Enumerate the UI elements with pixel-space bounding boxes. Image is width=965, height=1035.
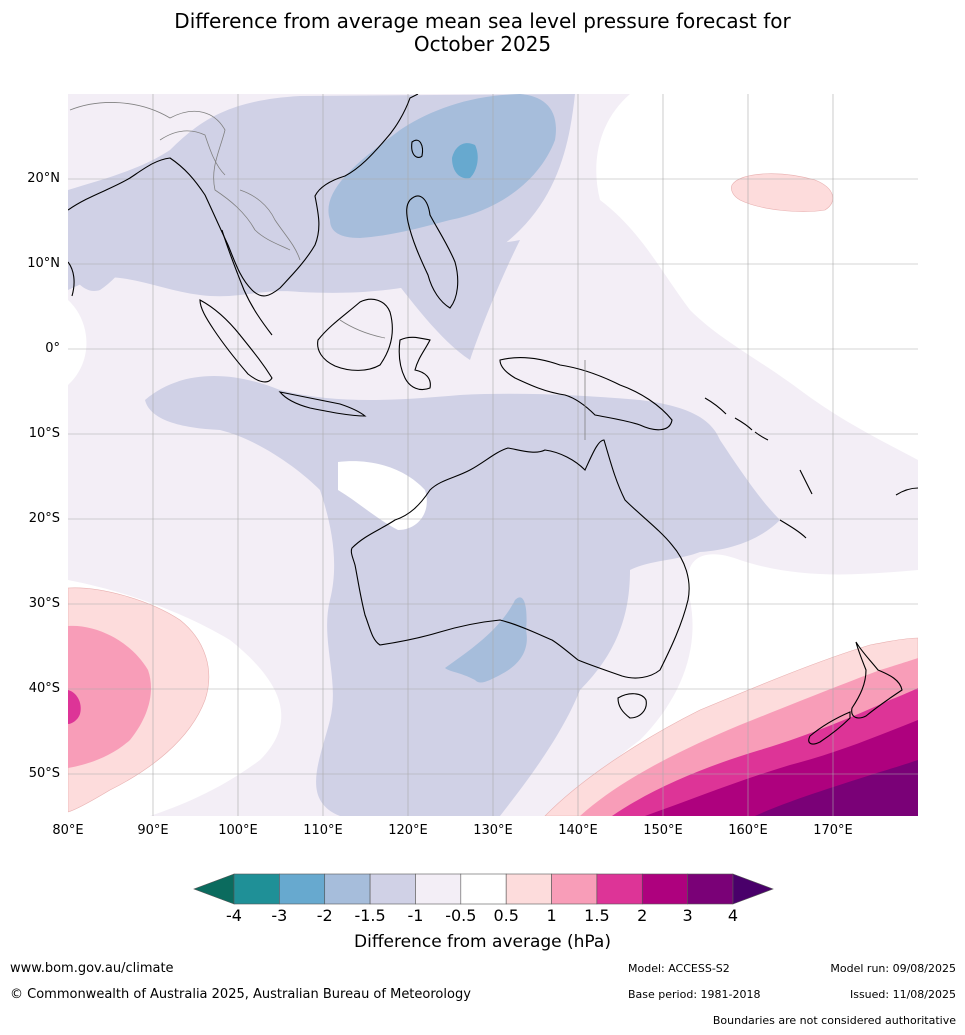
lon-label-100e: 100°E: [218, 823, 258, 838]
footer-copyright: © Commonwealth of Australia 2025, Austra…: [10, 987, 471, 1002]
colorbar-swatch: [687, 873, 734, 905]
anomaly-band-lavender-nw-aus-gap: [338, 461, 427, 530]
footer-model-run: Model run: 09/08/2025: [830, 962, 956, 975]
malay-peninsula-coastline: [221, 229, 273, 336]
lon-label-170e: 170°E: [813, 823, 853, 838]
tasmania-coastline: [617, 693, 647, 719]
colorbar-tick-label: -3: [271, 906, 288, 925]
colorbar-tick-label: 1: [546, 906, 557, 925]
colorbar-swatch: [641, 873, 688, 905]
footer-issued: Issued: 11/08/2025: [849, 988, 956, 1001]
anomaly-band-lavender-maritime: [145, 376, 780, 816]
new-guinea-coastline: [499, 356, 673, 431]
anomaly-band-pale-pink-pacific: [731, 173, 834, 212]
anomaly-band-white-west: [68, 300, 87, 385]
lon-label-90e: 90°E: [137, 823, 169, 838]
footer-disclaimer: Boundaries are not considered authoritat…: [712, 1014, 956, 1027]
anomaly-band-light-blue-pacific: [328, 94, 556, 238]
colorbar-tick-label: 4: [727, 906, 739, 925]
anomaly-band-pink-sw: [68, 625, 151, 768]
lat-label-20s: 20°S: [28, 511, 60, 526]
footer-url[interactable]: www.bom.gov.au/climate: [10, 961, 174, 976]
anomaly-band-lavender-west: [68, 190, 143, 291]
colorbar-swatch: [551, 873, 598, 905]
colorbar-tick-label: 2: [637, 906, 648, 925]
lat-label-40s: 40°S: [28, 681, 60, 696]
sumatra-coastline: [199, 299, 273, 383]
lon-label-160e: 160°E: [728, 823, 768, 838]
colorbar-tick-label: -4: [226, 906, 242, 925]
map-gridlines: [68, 94, 918, 816]
colorbar-swatch: [324, 873, 371, 905]
lat-label-20n: 20°N: [27, 171, 60, 186]
anomaly-band-white-east: [596, 94, 918, 460]
philippines-coastline: [406, 195, 459, 309]
country-borders: [69, 102, 586, 440]
title-line-2: October 2025: [413, 32, 552, 56]
colorbar-tick-label: -1: [407, 906, 424, 925]
colorbar-title: Difference from average (hPa): [354, 932, 611, 952]
lon-label-80e: 80°E: [52, 823, 84, 838]
coastlines: [68, 94, 918, 745]
sulawesi-coastline: [398, 336, 431, 391]
colorbar-swatch: [233, 873, 280, 905]
new-zealand-north-coastline: [851, 641, 903, 719]
lon-label-130e: 130°E: [473, 823, 513, 838]
borneo-coastline: [317, 298, 393, 371]
india-coastline: [68, 261, 75, 297]
colorbar-arrow-high: [732, 873, 774, 905]
new-zealand-south-coastline: [808, 711, 851, 745]
java-coastline: [278, 391, 367, 417]
anomaly-band-lavender-north-pacific: [380, 230, 520, 360]
colorbar-swatch: [505, 873, 552, 905]
colorbar-swatch: [279, 873, 326, 905]
lat-label-50s: 50°S: [28, 766, 60, 781]
colorbar-swatch: [596, 873, 643, 905]
colorbar-tick-label: 3: [682, 906, 693, 925]
colorbar-tick-label: -2: [316, 906, 333, 925]
lon-label-150e: 150°E: [643, 823, 683, 838]
map-title: Difference from average mean sea level p…: [0, 10, 965, 56]
australia-coastline: [350, 439, 690, 679]
lat-label-10s: 10°S: [28, 426, 60, 441]
anomaly-band-light-blue-australia: [445, 597, 527, 683]
lon-label-120e: 120°E: [388, 823, 428, 838]
colorbar-tick-label: 1.5: [584, 906, 610, 925]
anomaly-band-blue-pacific: [452, 143, 478, 179]
colorbar-swatch: [369, 873, 416, 905]
lat-label-10n: 10°N: [27, 256, 60, 271]
fiji-coastline: [895, 487, 918, 496]
colorbar-swatch: [415, 873, 462, 905]
lat-label-30s: 30°S: [28, 596, 60, 611]
colorbar-tick-label: -0.5: [445, 906, 477, 925]
footer-model: Model: ACCESS-S2: [628, 962, 730, 975]
colorbar-swatch: [460, 873, 507, 905]
lon-label-110e: 110°E: [303, 823, 343, 838]
anomaly-band-magenta-sw: [68, 690, 81, 724]
new-caledonia-coastline: [779, 519, 807, 539]
title-line-1: Difference from average mean sea level p…: [174, 9, 791, 33]
taiwan-coastline: [411, 139, 424, 159]
footer-base-period: Base period: 1981-2018: [628, 988, 761, 1001]
lat-label-0: 0°: [45, 341, 60, 356]
colorbar-tick-label: 0.5: [493, 906, 519, 925]
solomon-islands-coastline: [704, 397, 769, 441]
colorbar-arrow-low: [193, 873, 235, 905]
lon-label-140e: 140°E: [558, 823, 598, 838]
colorbar-tick-label: -1.5: [354, 906, 386, 925]
vanuatu-coastline: [799, 469, 813, 495]
asia-mainland-coastline: [68, 94, 419, 297]
